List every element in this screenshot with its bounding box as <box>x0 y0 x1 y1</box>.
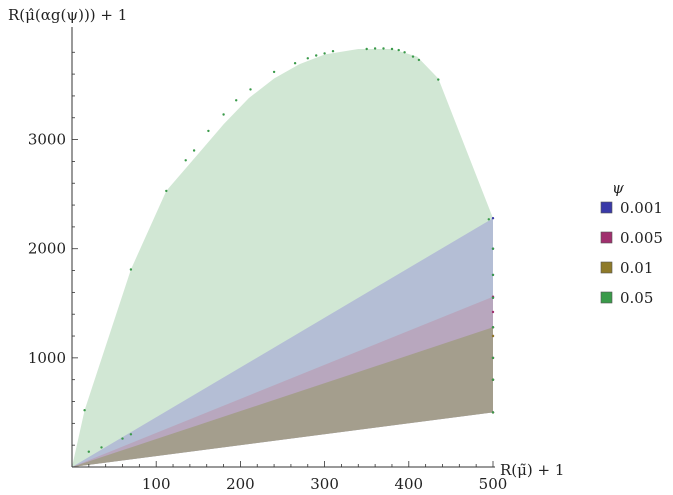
data-point-0.05 <box>207 129 210 133</box>
legend-swatch-0.05 <box>600 291 613 304</box>
legend-label-0.001: 0.001 <box>620 199 663 217</box>
chart-axes <box>71 27 495 468</box>
data-point-0.05 <box>491 273 495 277</box>
data-point-0.05 <box>390 47 394 51</box>
legend-title: ψ <box>612 179 624 197</box>
data-point-0.05 <box>323 52 326 55</box>
data-point-0.05 <box>397 48 400 52</box>
legend: ψ 0.001 0.005 0.01 0.05 <box>600 179 663 307</box>
data-point-0.05 <box>365 47 368 51</box>
data-point-0.05 <box>293 62 297 65</box>
legend-swatch-0.005 <box>600 231 613 244</box>
data-point-0.001 <box>491 217 495 220</box>
data-point-0.05 <box>491 411 495 414</box>
data-point-0.05 <box>235 99 238 102</box>
data-point-0.005 <box>491 310 495 314</box>
y-tick-label: 2000 <box>28 240 66 258</box>
chart-ticks: 100 200 300 400 500 1000 2000 3000 <box>28 51 508 493</box>
legend-label-0.05: 0.05 <box>620 289 653 307</box>
data-point-0.05 <box>83 409 86 412</box>
data-point-0.05 <box>272 70 276 74</box>
data-point-0.05 <box>100 446 103 449</box>
y-axis-title: R(μ̂(αg(ψ))) + 1 <box>8 6 127 24</box>
legend-label-0.01: 0.01 <box>620 259 653 277</box>
x-tick-label: 400 <box>394 475 423 493</box>
data-point-0.05 <box>184 159 187 162</box>
data-point-0.05 <box>487 218 490 221</box>
data-point-0.05 <box>382 47 385 50</box>
data-point-0.01 <box>491 334 495 338</box>
data-point-0.05 <box>411 55 415 58</box>
data-point-0.05 <box>87 450 91 453</box>
data-point-0.05 <box>331 50 335 53</box>
data-point-0.05 <box>192 149 196 152</box>
data-point-0.05 <box>129 433 133 436</box>
data-point-0.05 <box>129 268 133 271</box>
data-point-0.05 <box>306 57 309 60</box>
data-point-0.05 <box>491 378 495 381</box>
y-tick-label: 1000 <box>28 349 66 367</box>
area-0.01 <box>72 327 493 467</box>
data-point-0.05 <box>403 51 406 54</box>
data-point-0.05 <box>437 78 440 81</box>
x-tick-label: 300 <box>310 475 339 493</box>
legend-swatch-0.001 <box>600 201 613 214</box>
legend-swatch-0.01 <box>600 261 613 274</box>
data-point-0.05 <box>165 189 168 193</box>
data-point-0.05 <box>491 356 495 360</box>
data-point-0.05 <box>491 296 495 299</box>
chart-areas <box>72 49 493 467</box>
data-point-0.05 <box>249 88 252 91</box>
x-tick-label: 100 <box>142 475 171 493</box>
legend-label-0.005: 0.005 <box>620 229 663 247</box>
data-point-0.05 <box>222 113 225 116</box>
data-point-0.05 <box>417 58 421 62</box>
data-point-0.05 <box>373 47 377 50</box>
data-point-0.05 <box>315 54 318 57</box>
x-tick-label: 200 <box>226 475 255 493</box>
data-point-0.05 <box>121 437 124 440</box>
chart-points <box>83 47 495 453</box>
y-tick-label: 3000 <box>28 131 66 149</box>
data-point-0.05 <box>491 326 495 329</box>
data-point-0.05 <box>491 247 495 250</box>
x-tick-label: 500 <box>479 475 508 493</box>
x-axis-title: R(μ̃) + 1 <box>500 461 564 479</box>
